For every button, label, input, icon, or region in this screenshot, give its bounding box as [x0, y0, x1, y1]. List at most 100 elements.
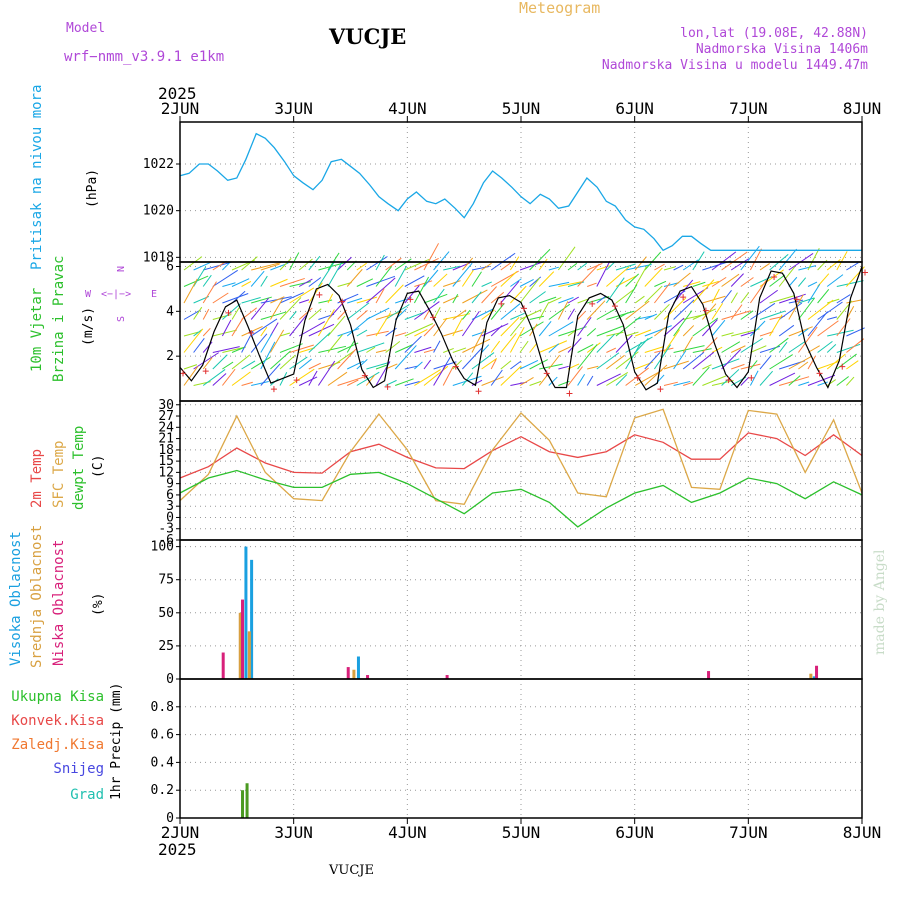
wind-arrow	[846, 299, 862, 304]
wind-arrow	[500, 262, 512, 271]
wind-arrow	[356, 278, 374, 287]
wind-arrow	[663, 282, 680, 287]
y-tick-label: 0.6	[151, 728, 174, 743]
wind-arrow	[798, 297, 815, 304]
low-cloud-bar	[241, 599, 245, 679]
wind-arrow	[462, 372, 474, 386]
wind-arrow	[241, 256, 258, 271]
wind-arrow	[807, 355, 816, 370]
low-cloud-bar	[366, 675, 370, 679]
wind-arrow	[231, 371, 251, 386]
y-tick-label: 100	[151, 540, 174, 555]
wind-arrow	[385, 340, 401, 353]
wind-arrow	[826, 259, 841, 271]
wind-arrow	[548, 281, 570, 287]
altitude-text: Nadmorska Visina 1406m	[695, 42, 868, 57]
wind-arrow	[414, 361, 423, 370]
wind-arrow	[750, 345, 767, 353]
wind-arrow	[548, 303, 571, 320]
wind-arrow	[404, 323, 434, 337]
wind-arrow	[375, 349, 387, 353]
wind-arrow	[606, 331, 624, 337]
y-tick-label: 1020	[143, 204, 174, 219]
wind-arrow	[395, 378, 414, 386]
compass-arrows: <−|−>	[101, 289, 132, 300]
wind-arrow	[481, 358, 498, 370]
wind-gust-marker	[407, 296, 414, 303]
wind-arrow	[606, 372, 629, 386]
wind-arrow	[183, 256, 203, 271]
wind-arrow	[490, 369, 503, 386]
y-tick-label: 27	[158, 409, 174, 424]
wind-arrow	[308, 255, 321, 271]
wind-arrow	[481, 376, 504, 386]
wind-arrow	[452, 309, 467, 320]
wind-arrow	[423, 269, 439, 287]
wind-arrow	[558, 297, 574, 304]
wind-arrow	[749, 248, 762, 271]
wind-arrow	[846, 338, 865, 353]
wind-arrow	[308, 277, 322, 287]
x-date-label-top: 7JUN	[729, 99, 768, 118]
wind-gust-marker	[611, 303, 618, 310]
wind-arrow	[548, 321, 574, 337]
precip-label-convective: Konvek.Kisa	[11, 713, 104, 729]
wind-arrow	[500, 280, 520, 304]
wind-arrow	[500, 360, 512, 370]
wind-arrow	[692, 351, 715, 370]
wind-arrow	[778, 324, 795, 337]
wind-arrow	[250, 318, 278, 337]
wind-arrow	[193, 338, 205, 353]
wind-gust-marker	[225, 309, 232, 316]
wind-arrow	[683, 381, 694, 386]
wind-arrow	[807, 248, 820, 271]
wind-arrow	[337, 376, 366, 386]
x-date-label-top: 6JUN	[615, 99, 654, 118]
wind-arrow	[721, 273, 740, 287]
wind-arrow	[346, 302, 370, 320]
wind-gust-marker	[521, 305, 527, 312]
wind-arrow	[490, 359, 497, 370]
low-cloud-bar	[346, 667, 350, 679]
wind-arrow	[807, 374, 836, 386]
wind-arrow	[587, 365, 599, 370]
wind-gust-marker	[270, 386, 277, 393]
wind-gust-marker	[430, 314, 437, 321]
wind-arrow	[577, 374, 586, 386]
wind-arrow	[788, 294, 804, 320]
wind-arrow	[798, 297, 815, 320]
wind-arrow	[212, 329, 237, 337]
wind-arrow	[500, 317, 520, 337]
wind-arrow	[394, 265, 407, 287]
wind-arrow	[606, 347, 617, 353]
wind-arrow	[778, 302, 803, 320]
wind-arrow	[317, 360, 336, 386]
wind-arrow	[577, 298, 589, 304]
mid-cloud-bar	[809, 673, 813, 679]
x-date-label-bottom: 2JUN	[161, 823, 200, 842]
wind-gust-marker	[748, 374, 755, 381]
wind-arrow	[596, 352, 620, 370]
wind-arrow	[270, 350, 291, 370]
wind-arrow	[846, 360, 859, 370]
wind-arrow	[346, 340, 356, 353]
wind-arrow	[308, 308, 322, 320]
wind-arrow	[682, 325, 695, 337]
y-tick-label: 1022	[143, 157, 174, 172]
wind-arrow	[337, 282, 352, 287]
station-title: VUCJE	[329, 24, 407, 49]
wind-arrow	[807, 345, 820, 353]
wind-arrow	[826, 353, 846, 370]
wind-arrow	[788, 340, 806, 353]
wind-arrow	[586, 327, 597, 337]
wind-arrow	[702, 364, 712, 370]
wind-arrow	[366, 361, 390, 370]
wind-arrow	[327, 371, 348, 386]
wind-arrow	[740, 363, 761, 370]
wind-arrow	[692, 366, 710, 386]
wind-arrow	[443, 329, 464, 337]
high-cloud-bar	[812, 676, 816, 679]
wind-arrow	[538, 302, 550, 320]
wind-arrow	[711, 276, 727, 287]
wind-arrow	[202, 274, 212, 287]
